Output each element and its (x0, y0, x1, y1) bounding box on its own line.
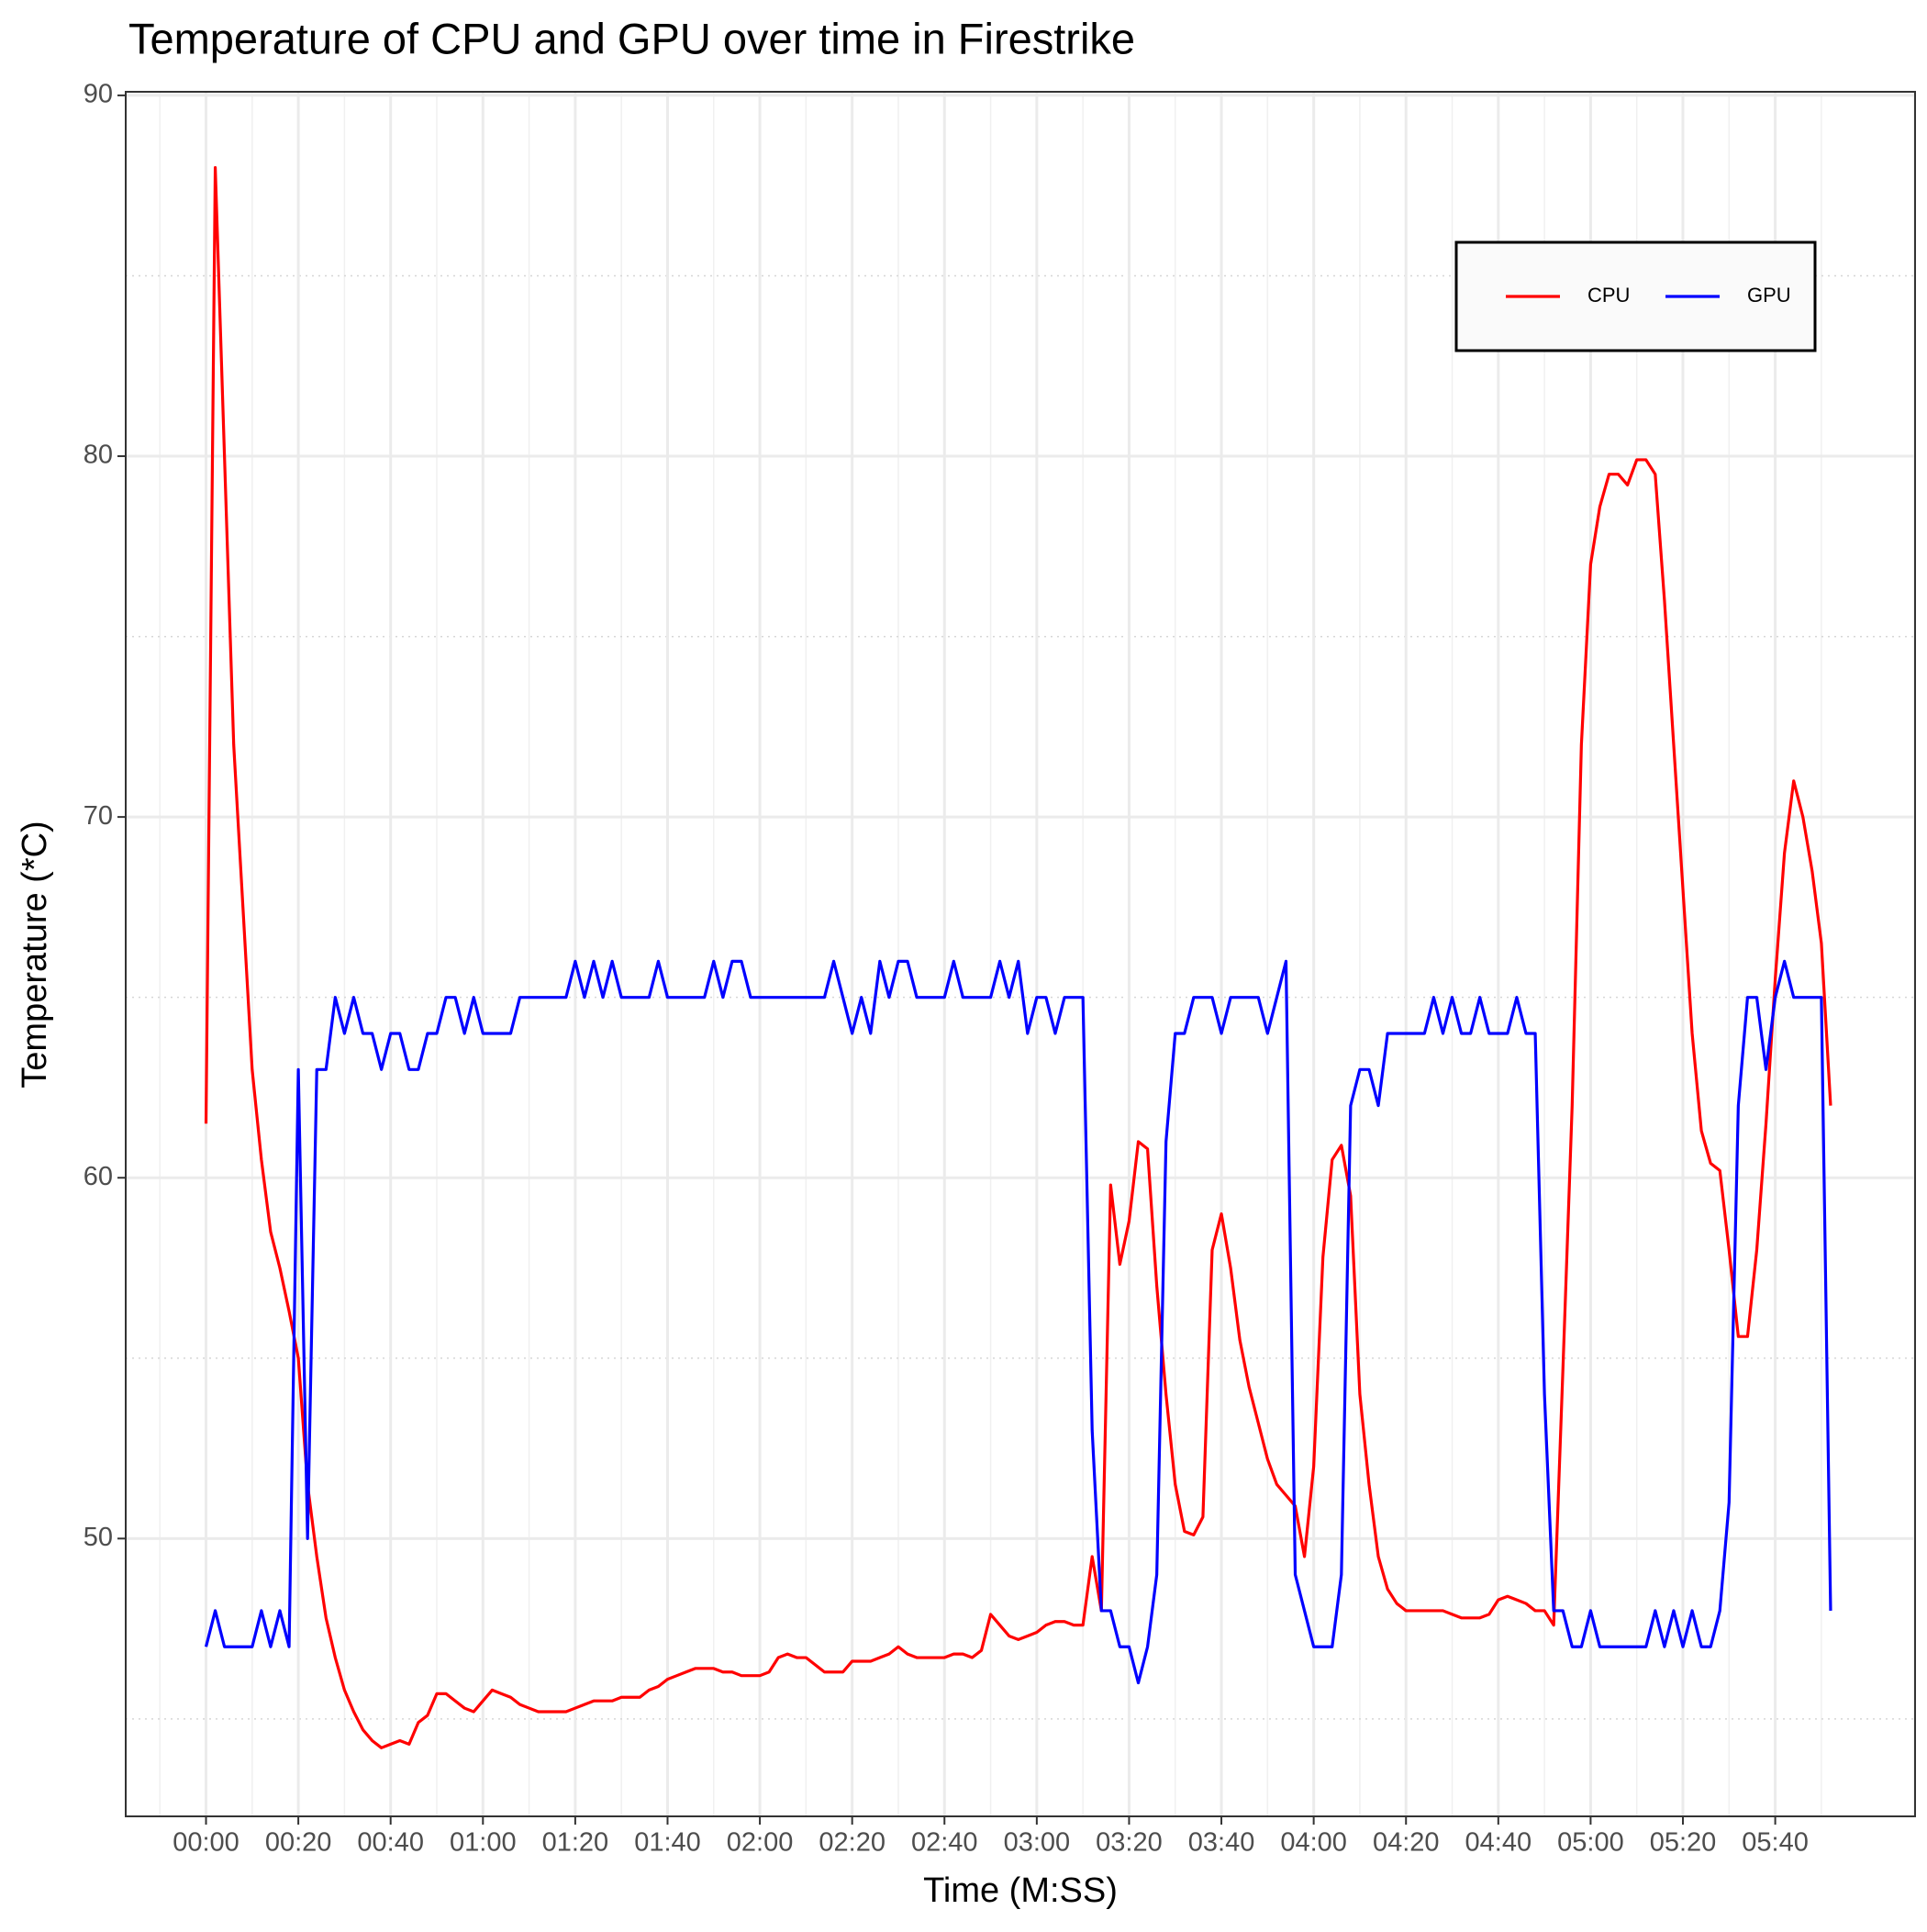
legend-label: GPU (1747, 284, 1791, 307)
plot-border (125, 91, 1916, 1817)
series-line (204, 165, 1832, 1749)
legend-label: CPU (1587, 284, 1630, 307)
y-tick-label: 80 (84, 441, 113, 470)
x-tick-label: 00:40 (357, 1828, 424, 1858)
x-tick-label: 05:20 (1650, 1828, 1717, 1858)
y-tick-label: 60 (84, 1162, 113, 1191)
x-tick-label: 03:40 (1188, 1828, 1255, 1858)
x-tick-label: 01:40 (634, 1828, 701, 1858)
x-tick-label: 01:00 (450, 1828, 517, 1858)
x-tick-label: 02:20 (819, 1828, 886, 1858)
x-tick-label: 04:20 (1373, 1828, 1440, 1858)
x-tick-label: 02:00 (727, 1828, 794, 1858)
grid (126, 92, 1915, 1816)
x-tick-label: 04:00 (1280, 1828, 1347, 1858)
x-tick-label: 04:40 (1465, 1828, 1532, 1858)
axes: 00:00 00:20 00:40 01:00 01:20 01:40 02:00 02:20… (84, 80, 1916, 1858)
x-tick-label: 05:00 (1557, 1828, 1624, 1858)
x-tick-label: 00:20 (265, 1828, 332, 1858)
y-axis-title: Temperature (*C) (16, 821, 54, 1088)
y-tick-label: 90 (84, 80, 113, 109)
y-tick-label: 50 (84, 1523, 113, 1552)
x-tick-label: 02:40 (911, 1828, 978, 1858)
chart-title: Temperature of CPU and GPU over time in … (128, 14, 1135, 62)
x-tick-label: 00:00 (173, 1828, 239, 1858)
y-tick-label: 70 (84, 801, 113, 831)
x-tick-label: 03:20 (1096, 1828, 1163, 1858)
x-tick-label: 05:40 (1742, 1828, 1809, 1858)
plot-panel (126, 92, 1915, 1816)
x-tick-label: 03:00 (1004, 1828, 1071, 1858)
plot-lines (204, 165, 1832, 1749)
x-tick-label: 01:20 (542, 1828, 609, 1858)
series-line (204, 959, 1832, 1685)
x-axis-title: Time (M:SS) (923, 1871, 1118, 1910)
legend: CPU GPU (1454, 240, 1817, 352)
